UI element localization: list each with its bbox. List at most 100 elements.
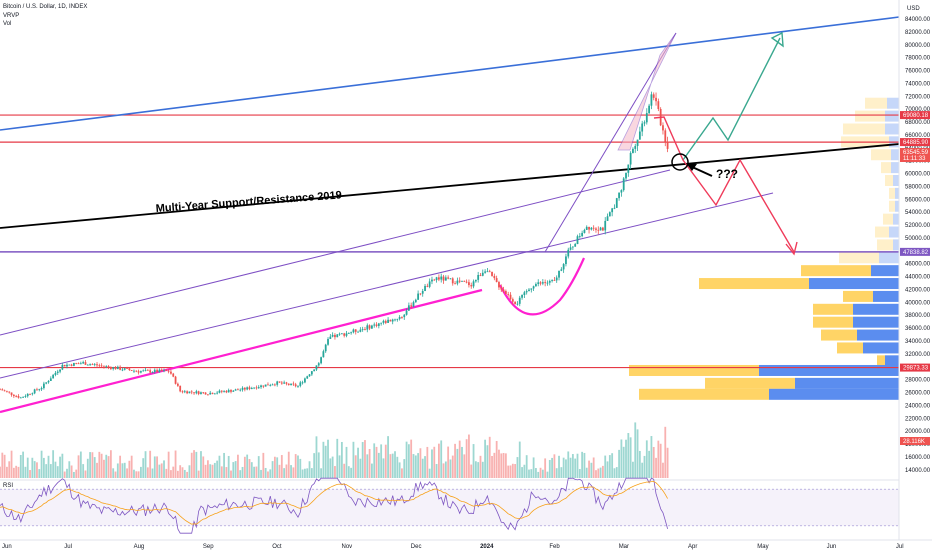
time-tick-label: Feb [549,544,560,550]
volume-bar [451,455,454,478]
price-tick-label: 24000.00 [905,403,931,409]
candle-body [280,382,283,384]
candle-body [643,122,646,124]
candle-body [262,385,265,387]
price-tick-label: 82000.00 [905,30,931,36]
candle-body [179,385,182,392]
candle-body [93,364,96,366]
candle-body [26,393,29,397]
volume-bar [449,459,452,478]
volume-bar [156,456,158,478]
volume-bar [130,455,133,478]
indicator-vol[interactable]: Vol [3,21,11,27]
candle-body [264,384,267,387]
volume-bar [308,461,311,478]
volume-bar [331,456,334,478]
candle-body [375,324,378,326]
candle-body [472,281,475,287]
candle-body [569,247,572,250]
candle-body [54,372,57,375]
volume-bar [257,456,260,478]
volume-bar [49,464,52,478]
candle-body [31,393,34,395]
volume-bar [347,466,350,478]
candle-body [648,105,651,114]
price-tick-label: 56000.00 [905,197,931,203]
volume-bar [42,457,45,478]
candle-body [638,131,641,140]
volume-bar [488,436,491,478]
candle-body [146,369,149,371]
volume-bar [608,455,611,478]
candle-body [652,94,655,98]
candle-body [197,391,200,394]
candle-body [304,378,306,383]
volume-profile-down-bar [871,265,899,277]
candle-body [458,280,461,282]
candle-body [140,371,142,373]
volume-bar [606,461,609,478]
candle-body [468,282,470,286]
price-tick-label: 26000.00 [905,391,931,397]
candle-body [359,329,362,332]
candle-body [33,389,36,394]
candle-body [548,280,551,283]
price-tick-label: 20000.00 [905,429,931,435]
candle-body [465,281,468,283]
volume-bar [179,465,182,478]
volume-bar [634,422,637,478]
volume-bar [176,470,179,478]
candle-body [200,392,202,394]
volume-bar [477,462,480,478]
candle-body [622,178,625,191]
volume-bar [82,464,85,478]
volume-bar [509,465,512,478]
volume-bar [213,462,216,478]
rsi-ma-line [0,480,668,525]
volume-profile-up-bar [865,97,887,109]
candle-body [195,391,198,394]
volume-bar [396,456,399,478]
candle-body [410,305,413,307]
volume-bar [581,451,584,478]
volume-bar [327,439,329,478]
volume-profile-down-bar [895,200,899,212]
candle-body [61,364,64,370]
volume-bar [287,451,290,478]
volume-bar [523,464,526,478]
volume-bar [6,466,8,478]
candle-body [334,334,336,338]
candle-body [283,382,286,384]
candle-body [645,113,648,123]
volume-bar [558,455,560,478]
candle-body [112,367,115,369]
volume-bar [181,467,184,478]
candle-body [535,284,537,287]
volume-bar [403,459,406,478]
candle-body [317,363,320,366]
volume-bar [463,454,466,478]
volume-bar [382,458,385,478]
channel-upper-line [0,169,671,336]
volume-bar [19,454,22,478]
volume-bar [491,456,493,478]
candle-body [398,317,401,319]
volume-bar [359,458,362,478]
candle-body [615,198,618,208]
volume-profile-up-bar [877,355,885,367]
candle-body [537,282,540,285]
volume-bar [297,455,299,478]
time-tick-label: Oct [272,544,282,550]
candle-body [509,294,512,300]
candle-body [299,382,302,386]
candle-body [636,139,639,146]
volume-bar [204,464,207,478]
indicator-vrvp[interactable]: VRVP [3,13,19,19]
candle-body [604,220,607,231]
candle-body [532,286,535,289]
volume-bar [456,448,459,478]
volume-bar [232,462,235,478]
candle-body [218,390,221,393]
